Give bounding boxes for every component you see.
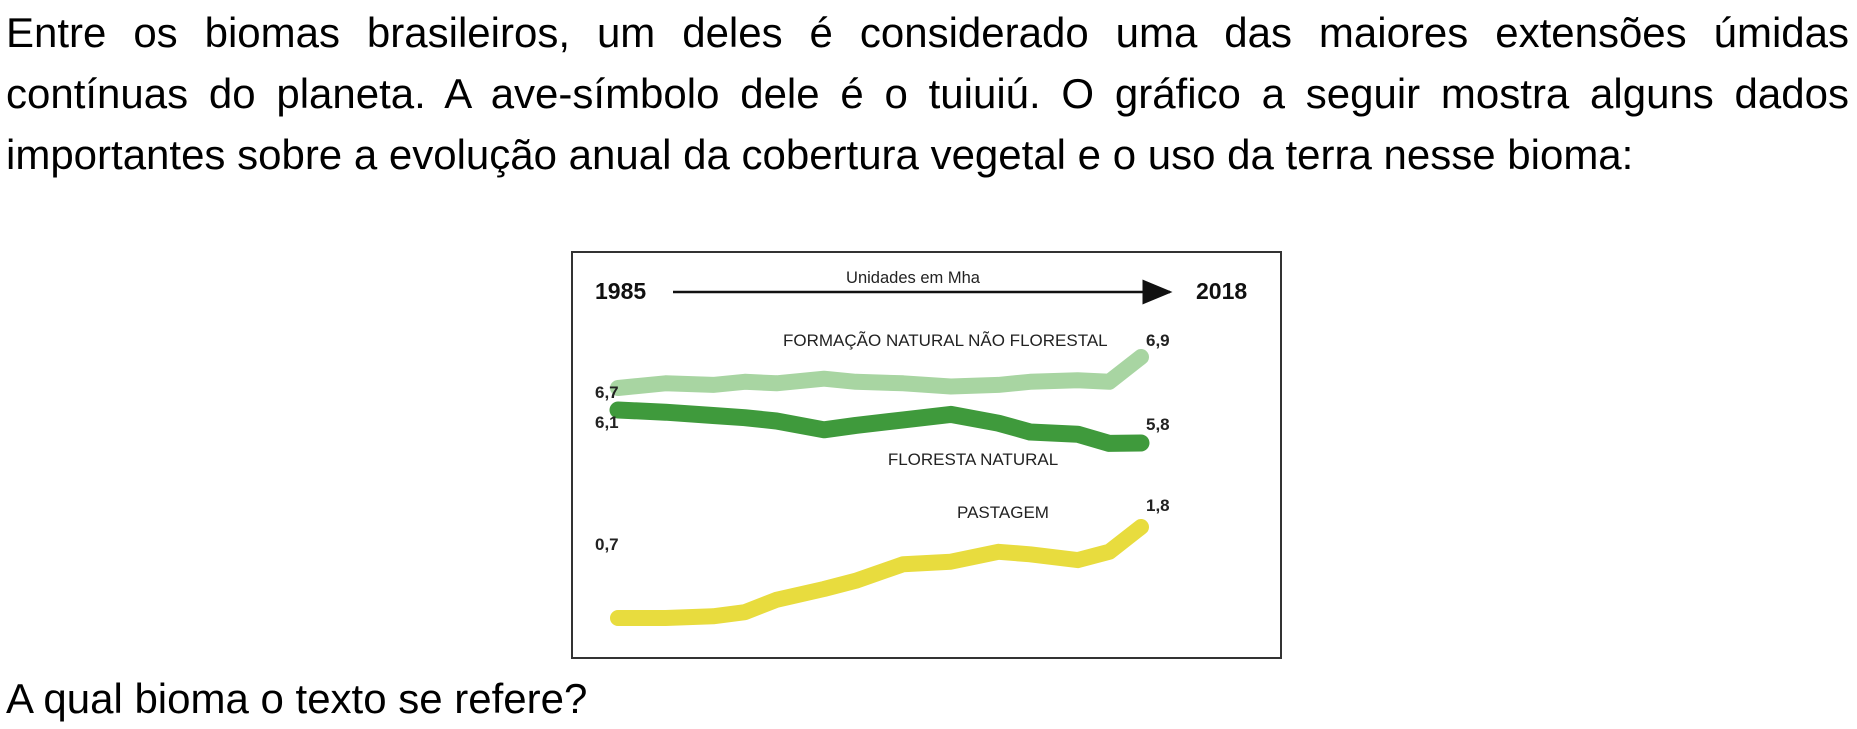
end-year-label: 2018: [1196, 278, 1247, 304]
series-line-forest: [609, 401, 1150, 452]
series-line-pasture: [610, 519, 1149, 626]
start-value-forest: 6,1: [595, 413, 619, 432]
series-line-non-forest: [610, 349, 1149, 396]
series-name-forest: FLORESTA NATURAL: [888, 450, 1058, 469]
line-chart: 1985 2018 Unidades em Mha FORMAÇÃO NATUR…: [595, 269, 1247, 626]
start-value-non-forest: 6,7: [595, 383, 619, 402]
units-label: Unidades em Mha: [846, 269, 981, 287]
intro-paragraph: Entre os biomas brasileiros, um deles é …: [6, 9, 1849, 178]
chart-figure: 1985 2018 Unidades em Mha FORMAÇÃO NATUR…: [571, 251, 1282, 659]
start-value-pasture: 0,7: [595, 535, 619, 554]
end-value-pasture: 1,8: [1146, 496, 1170, 515]
series-layer: FORMAÇÃO NATURAL NÃO FLORESTAL 6,7 6,9 FLOR…: [595, 331, 1170, 626]
end-value-non-forest: 6,9: [1146, 331, 1170, 350]
series-name-pasture: PASTAGEM: [957, 503, 1049, 522]
start-year-label: 1985: [595, 278, 646, 304]
question-text: A qual bioma o texto se refere?: [6, 675, 588, 722]
end-value-forest: 5,8: [1146, 415, 1170, 434]
series-name-non-forest: FORMAÇÃO NATURAL NÃO FLORESTAL: [783, 331, 1108, 350]
